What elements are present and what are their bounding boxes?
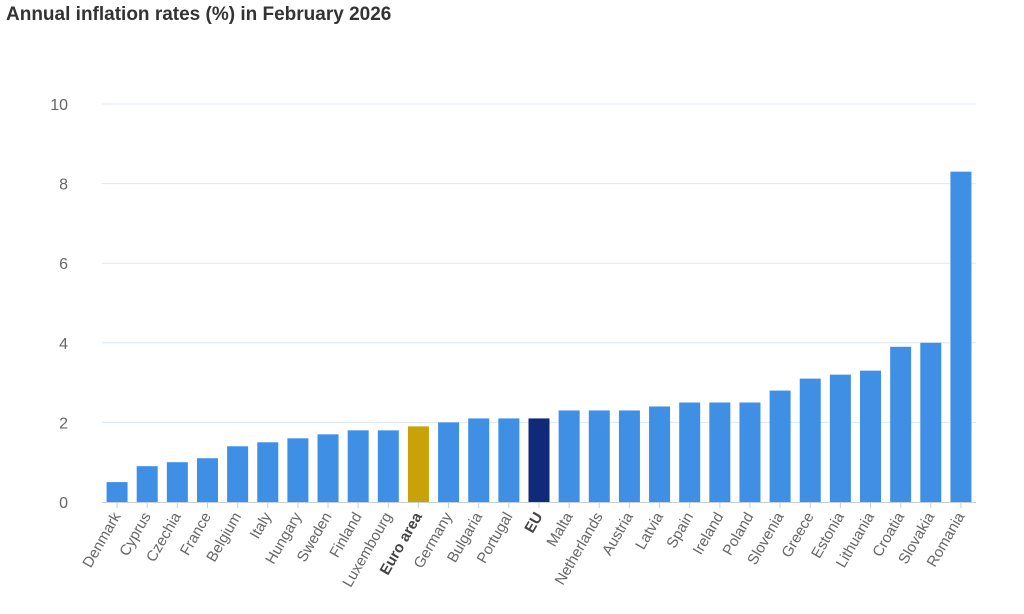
bar-belgium[interactable] <box>227 446 249 502</box>
bar-slovakia[interactable] <box>920 342 942 502</box>
bar-spain[interactable] <box>679 402 701 503</box>
bar-latvia[interactable] <box>649 406 671 502</box>
bar-france[interactable] <box>196 458 218 502</box>
bar-ireland[interactable] <box>709 402 731 503</box>
y-tick-label: 4 <box>59 336 68 353</box>
bar-estonia[interactable] <box>829 374 851 502</box>
bar-eu[interactable] <box>528 418 550 502</box>
bars <box>106 171 972 503</box>
bar-bulgaria[interactable] <box>468 418 490 502</box>
bar-denmark[interactable] <box>106 482 128 502</box>
bar-slovenia[interactable] <box>769 390 791 502</box>
bar-germany[interactable] <box>438 422 460 502</box>
y-tick-label: 8 <box>59 177 68 194</box>
bar-austria[interactable] <box>618 410 640 502</box>
bar-italy[interactable] <box>257 442 279 502</box>
bar-sweden[interactable] <box>317 434 339 502</box>
bar-romania[interactable] <box>950 171 972 502</box>
bar-portugal[interactable] <box>498 418 520 502</box>
x-tick-label: Italy <box>247 509 276 542</box>
x-tick-label: Latvia <box>632 509 667 553</box>
bar-luxembourg[interactable] <box>377 430 399 502</box>
bar-hungary[interactable] <box>287 438 309 502</box>
bar-euro-area[interactable] <box>407 426 429 502</box>
bar-cyprus[interactable] <box>136 466 158 502</box>
y-tick-label: 6 <box>59 256 68 273</box>
x-tick-label: Denmark <box>79 509 124 571</box>
bar-greece[interactable] <box>799 378 821 502</box>
bar-netherlands[interactable] <box>588 410 610 502</box>
bar-croatia[interactable] <box>890 346 912 502</box>
bar-lithuania[interactable] <box>860 370 882 502</box>
y-tick-label: 2 <box>59 415 68 432</box>
y-axis-ticks: 0 2 4 6 8 10 <box>50 97 68 512</box>
x-axis <box>102 502 976 508</box>
y-tick-label: 10 <box>50 97 68 114</box>
bar-malta[interactable] <box>558 410 580 502</box>
bar-finland[interactable] <box>347 430 369 502</box>
bar-czechia[interactable] <box>166 462 188 502</box>
y-tick-label: 0 <box>59 495 68 512</box>
chart-title: Annual inflation rates (%) in February 2… <box>6 4 392 25</box>
x-tick-label: Austria <box>599 509 637 558</box>
bar-poland[interactable] <box>739 402 761 503</box>
x-tick-label: EU <box>521 510 546 537</box>
gridlines <box>102 103 976 423</box>
